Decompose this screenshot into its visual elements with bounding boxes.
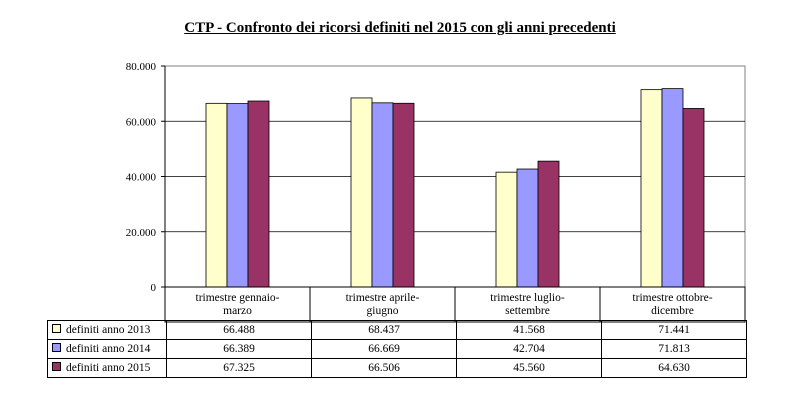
bar	[495, 171, 518, 288]
bar	[537, 160, 560, 288]
y-tick-label: 40.000	[126, 172, 157, 184]
table-row: definiti anno 2014 66.389 66.669 42.704 71.8…	[47, 339, 747, 359]
legend-entry: definiti anno 2015	[47, 358, 167, 378]
x-tick-label-line: trimestre gennaio-	[196, 292, 280, 304]
x-tick-label-line: marzo	[223, 305, 252, 317]
x-tick-label: trimestre ottobre-dicembre	[632, 292, 712, 317]
data-table: definiti anno 2013 66.488 68.437 41.568 71.4…	[47, 320, 747, 378]
x-tick-label-line: dicembre	[651, 305, 694, 317]
x-tick-label: trimestre aprile-giugno	[346, 292, 420, 317]
data-label: 41.568	[456, 320, 602, 340]
chart-title: CTP - Confronto dei ricorsi definiti nel…	[184, 20, 616, 36]
data-label: 66.669	[311, 339, 457, 359]
x-tick-label-line: trimestre luglio-	[490, 292, 565, 304]
y-tick-label: 20.000	[126, 227, 157, 239]
y-tick-label: 0	[151, 282, 157, 294]
data-label: 45.560	[456, 358, 602, 378]
data-label: 42.704	[456, 339, 602, 359]
y-tick-label: 60.000	[126, 116, 157, 128]
legend-entry: definiti anno 2013	[47, 320, 167, 340]
data-label: 67.325	[166, 358, 312, 378]
y-tick-label: 80.000	[126, 61, 157, 73]
bar	[640, 89, 663, 288]
bar	[516, 168, 539, 288]
data-label: 66.389	[166, 339, 312, 359]
legend-label: definiti anno 2015	[66, 362, 151, 374]
bar	[350, 97, 373, 288]
legend-swatch	[52, 343, 61, 352]
bar	[205, 102, 228, 288]
legend-label: definiti anno 2013	[66, 324, 151, 336]
x-tick-label-line: settembre	[505, 305, 550, 317]
legend-label: definiti anno 2014	[66, 343, 151, 355]
legend-entry: definiti anno 2014	[47, 339, 167, 359]
x-tick-label-line: trimestre ottobre-	[632, 292, 712, 304]
legend-swatch	[52, 324, 61, 333]
legend-swatch	[52, 362, 61, 371]
x-tick-label-line: giugno	[367, 305, 399, 317]
bar	[682, 108, 705, 288]
data-label: 71.441	[601, 320, 747, 340]
bar	[661, 88, 684, 288]
bar	[392, 102, 415, 288]
bar	[247, 100, 270, 288]
data-label: 68.437	[311, 320, 457, 340]
bar	[226, 103, 249, 288]
bar	[371, 102, 394, 288]
x-tick-label: trimestre luglio-settembre	[490, 292, 565, 317]
data-label: 64.630	[601, 358, 747, 378]
table-row: definiti anno 2015 67.325 66.506 45.560 64.6…	[47, 358, 747, 378]
data-label: 66.506	[311, 358, 457, 378]
data-label: 66.488	[166, 320, 312, 340]
table-row: definiti anno 2013 66.488 68.437 41.568 71.4…	[47, 320, 747, 340]
x-tick-label: trimestre gennaio-marzo	[196, 292, 280, 317]
x-tick-label-line: trimestre aprile-	[346, 292, 420, 304]
data-label: 71.813	[601, 339, 747, 359]
